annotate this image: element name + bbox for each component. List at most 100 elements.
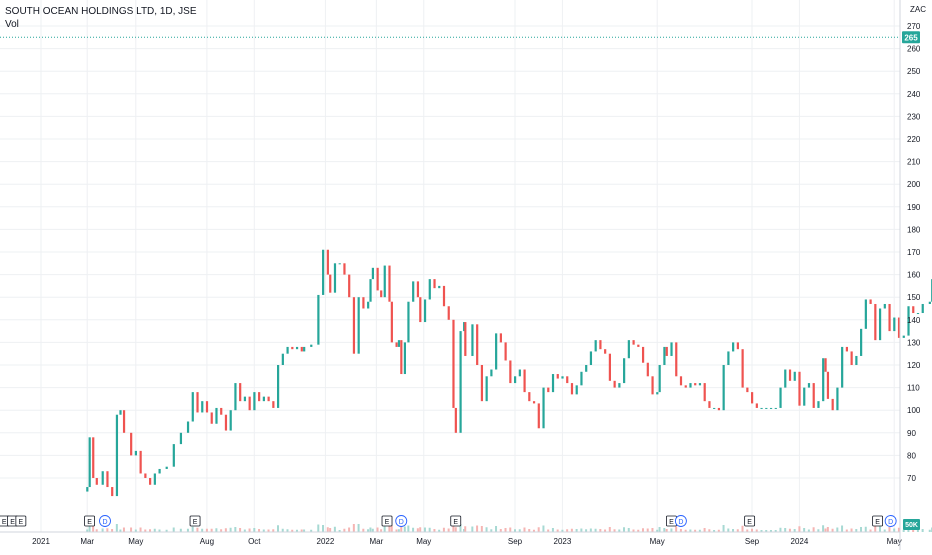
candle	[215, 407, 218, 424]
volume-bar	[303, 529, 306, 532]
candle	[149, 478, 152, 485]
volume-bar	[665, 529, 668, 532]
candle	[675, 342, 678, 377]
volume-bar	[663, 528, 666, 532]
candle	[452, 319, 455, 408]
volume-bar	[412, 527, 415, 532]
candle	[86, 487, 89, 492]
candle	[826, 371, 830, 399]
candle	[383, 265, 386, 298]
volume-bar	[438, 529, 441, 532]
x-tick-label: May	[416, 537, 431, 546]
candle	[248, 396, 251, 411]
candle	[514, 376, 517, 384]
candle	[371, 267, 374, 280]
candle	[907, 306, 910, 336]
candle	[736, 342, 739, 350]
dividend-marker	[99, 515, 111, 527]
volume-bar	[400, 526, 403, 532]
volume-bar	[793, 529, 796, 532]
volume-bar	[367, 529, 370, 532]
candle	[92, 437, 95, 478]
candle	[561, 376, 564, 379]
volume-bar	[333, 526, 336, 532]
volume-bar	[608, 527, 611, 532]
volume-bar	[343, 528, 346, 532]
volume-bar	[741, 525, 744, 532]
candle	[760, 407, 763, 409]
volume-bar	[115, 524, 118, 532]
volume-bar	[874, 526, 877, 532]
volume-bar	[428, 527, 431, 532]
candle	[604, 349, 607, 354]
candle	[518, 369, 521, 377]
y-tick-label: 190	[907, 203, 921, 212]
x-tick-label: Oct	[248, 537, 261, 546]
volume-bar	[291, 529, 294, 532]
candle	[447, 306, 450, 320]
volume-bar	[86, 529, 89, 532]
volume-bar	[153, 528, 156, 532]
dividend-marker	[674, 515, 687, 527]
candle	[893, 317, 896, 332]
volume-bar	[196, 527, 199, 532]
volume-bar	[383, 526, 386, 532]
candle	[755, 403, 758, 408]
candle	[537, 403, 540, 429]
x-tick-label: Mar	[80, 537, 94, 546]
volume-bar	[101, 528, 104, 532]
volume-bar	[769, 530, 772, 532]
candle	[551, 374, 555, 393]
candle	[528, 392, 531, 402]
candle	[122, 410, 126, 433]
volume-bar	[397, 529, 400, 532]
volume-bar	[348, 527, 351, 532]
volume-bar	[824, 528, 827, 532]
candle	[499, 333, 502, 343]
earnings-marker-label: E	[19, 519, 24, 526]
volume-bar	[921, 529, 924, 532]
x-tick-label: May	[128, 537, 143, 546]
volume-bar	[594, 528, 597, 532]
volume-bar	[272, 529, 275, 532]
candle	[201, 401, 204, 413]
volume-bar	[916, 530, 919, 532]
candle	[300, 346, 303, 352]
volume-bar	[447, 528, 450, 532]
candle	[239, 383, 242, 402]
volume-bar	[746, 529, 749, 532]
candle	[803, 387, 806, 406]
volume-bar	[454, 527, 457, 532]
volume-bar	[514, 529, 516, 532]
volume-bar	[253, 528, 256, 532]
volume-bar	[300, 529, 303, 532]
y-tick-label: 200	[907, 180, 921, 189]
candle	[442, 285, 446, 307]
candle	[348, 274, 351, 298]
volume-bar	[388, 526, 391, 532]
candle	[864, 299, 867, 329]
volume-bar	[561, 529, 564, 532]
last-price-badge	[902, 31, 920, 44]
volume-bar	[224, 528, 227, 532]
candle	[326, 249, 329, 275]
earnings-marker	[84, 515, 95, 527]
candle	[589, 351, 593, 365]
volume-bar	[850, 528, 853, 532]
volume-bar	[855, 529, 858, 532]
volume-bar	[694, 529, 697, 532]
y-tick-label: 150	[907, 293, 921, 302]
candle	[243, 396, 247, 402]
candle	[253, 392, 256, 411]
candle	[369, 279, 372, 302]
candle	[641, 346, 645, 363]
candle	[267, 396, 270, 402]
earnings-marker	[744, 515, 756, 527]
candle	[845, 346, 848, 352]
candle	[272, 401, 275, 408]
volume-bar	[205, 528, 208, 532]
volume-bar	[286, 529, 289, 532]
y-tick-label: 240	[907, 90, 921, 99]
candle	[130, 432, 133, 456]
